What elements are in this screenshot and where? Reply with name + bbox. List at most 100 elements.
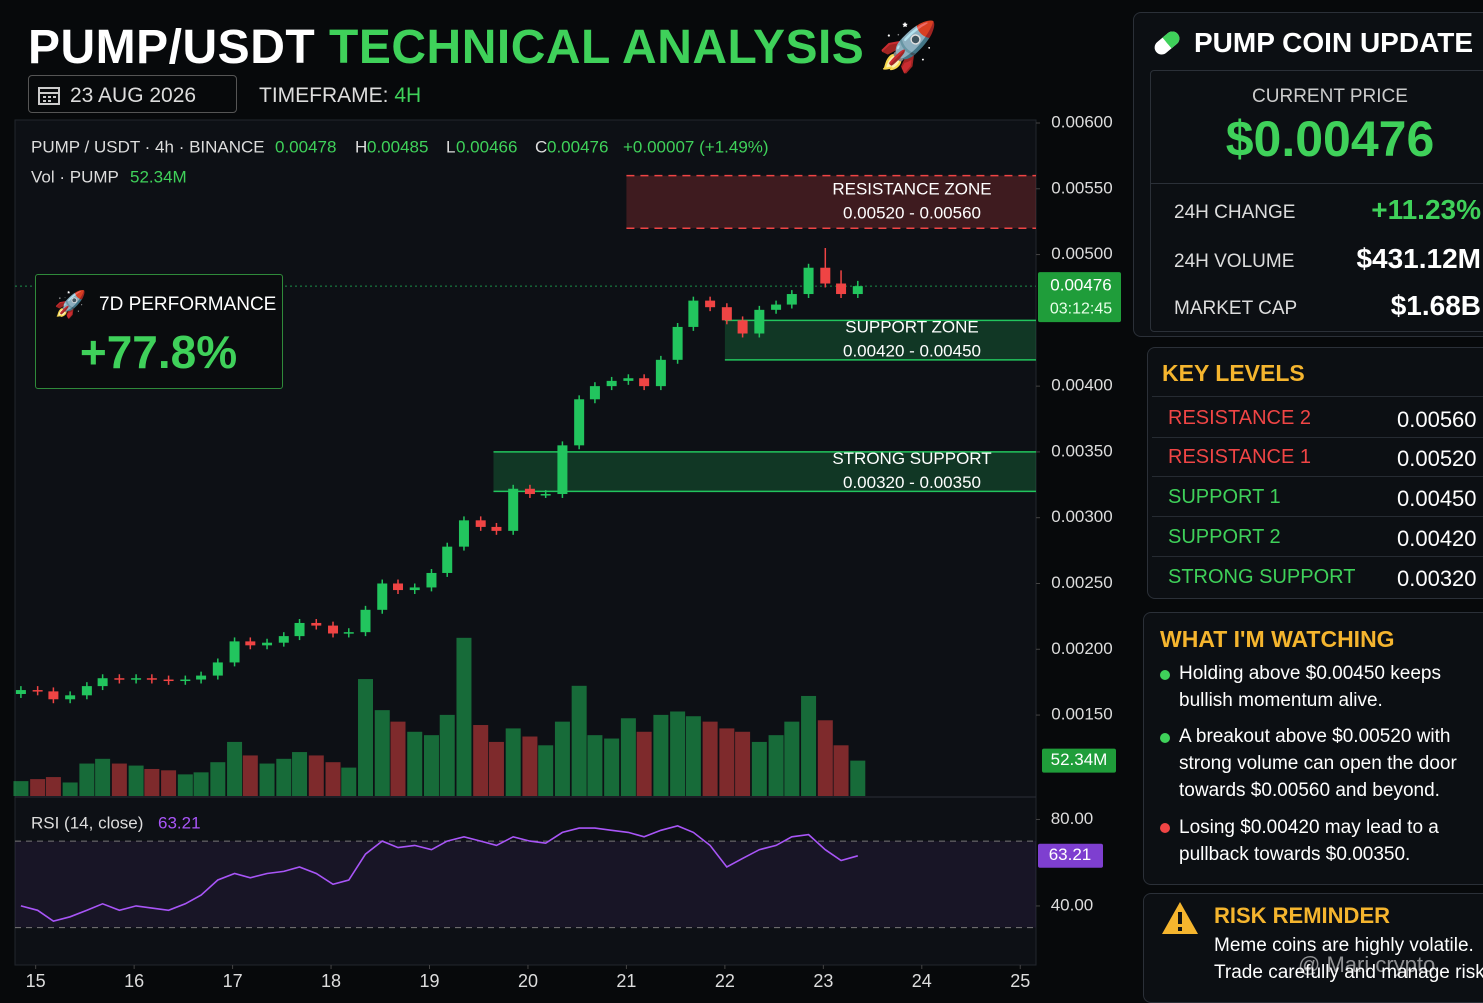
rsi-tick-label: 80.00 [1051,809,1094,828]
volume-bar [801,695,817,796]
volume-bar [259,763,275,796]
candle-body [294,622,305,637]
volume-bar [292,752,308,796]
volume-bar [735,731,751,796]
candle-body [639,378,650,387]
x-tick-label: 20 [518,971,538,989]
volume-bar [620,718,636,796]
chart-frame [14,119,1037,966]
bullet [1160,670,1170,680]
volume-bar [128,765,144,796]
candle-body [655,359,666,387]
candle-body [803,267,814,295]
legend-c: C [535,137,547,156]
candle-body [81,686,92,696]
volume-bar [702,721,718,796]
volume-bar [227,741,243,796]
legend-l: L [446,137,455,156]
volume-bar [407,731,423,796]
candle-body [65,695,76,700]
candle-body [672,326,683,360]
candle-body [688,300,699,327]
candle-body [524,488,535,495]
watching-panel [1143,612,1483,885]
page-title: PUMP/USDT TECHNICAL ANALYSIS 🚀 [28,18,938,75]
volume-bar [554,721,570,796]
volume-value: 52.34M [130,167,187,186]
volume-bar [111,763,127,796]
y-tick-label: 0.00400 [1051,376,1112,395]
date: 23 AUG 2026 [70,84,197,107]
volume-bar [505,728,521,796]
candle-body [771,304,782,310]
level-row: RESISTANCE 1 0.00520 [1152,436,1483,477]
candle-body [163,679,174,682]
candle-body [409,587,420,591]
y-tick-label: 0.00500 [1051,244,1112,263]
performance-icon: 🚀 [54,289,87,319]
candle-body [737,320,748,334]
candle-body [377,583,388,610]
volume-bar [45,777,61,796]
candle-body [180,679,191,682]
candle-body [360,609,371,633]
candle-body [48,691,59,700]
candle-body [836,283,847,295]
volume-bar [62,782,78,796]
rsi-tag-value: 63.21 [1049,845,1092,864]
level-name: SUPPORT 2 [1168,526,1281,548]
legend-open: 0.00478 [275,137,336,156]
level-row: SUPPORT 2 0.00420 [1152,516,1483,557]
candle-body [311,622,322,626]
legend-high: 0.00485 [367,137,428,156]
volume-bar [488,741,504,796]
update-title: PUMP COIN UPDATE [1194,27,1473,58]
candle-body [146,678,157,680]
update-inner [1150,70,1483,332]
volume-bar [685,716,701,796]
watch-item: A breakout above $0.00520 with strong vo… [1179,726,1457,801]
candle-body [392,583,403,591]
volume-bar [571,685,587,796]
title-icon: 🚀 [878,21,939,74]
volume-bar [325,762,341,796]
zone-range: 0.00520 - 0.00560 [843,203,981,222]
x-tick-label: 18 [321,971,341,989]
volume-bar [833,745,849,796]
level-value: 0.00320 [1397,566,1477,591]
pill-icon [1154,31,1180,55]
level-value: 0.00450 [1397,486,1477,511]
candle-body [15,690,26,695]
risk-line: Meme coins are highly volatile. [1214,935,1474,956]
stat-label: 24H CHANGE [1174,202,1296,223]
volume-bar [95,758,111,796]
volume-bar [161,770,177,796]
x-tick-label: 24 [912,971,932,989]
price-tag [1038,272,1121,323]
calendar-icon [38,87,60,105]
levels-panel [1147,347,1483,599]
volume-bar [13,781,29,796]
zone [493,451,1036,492]
level-name: RESISTANCE 1 [1168,446,1311,468]
candle-body [754,309,765,334]
candle-body [574,399,585,446]
volume-bar [177,774,193,796]
x-tick-label: 17 [223,971,243,989]
zone-range: 0.00420 - 0.00450 [843,342,981,361]
volume-bar [374,710,390,796]
volume-bar [423,735,439,796]
risk-title: RISK REMINDER [1214,903,1391,928]
volume-bar [473,725,489,796]
x-tick-label: 25 [1010,971,1030,989]
stat-value: $431.12M [1356,243,1481,274]
level-value: 0.00560 [1397,407,1477,432]
volume-bar [390,721,406,796]
current-price: $0.00476 [1225,111,1435,167]
x-tick-label: 19 [419,971,439,989]
candle-body [820,267,831,284]
volume-bar [144,768,160,796]
volume-bar [456,637,472,796]
rsi-line [20,825,859,922]
volume-bar [670,711,686,796]
